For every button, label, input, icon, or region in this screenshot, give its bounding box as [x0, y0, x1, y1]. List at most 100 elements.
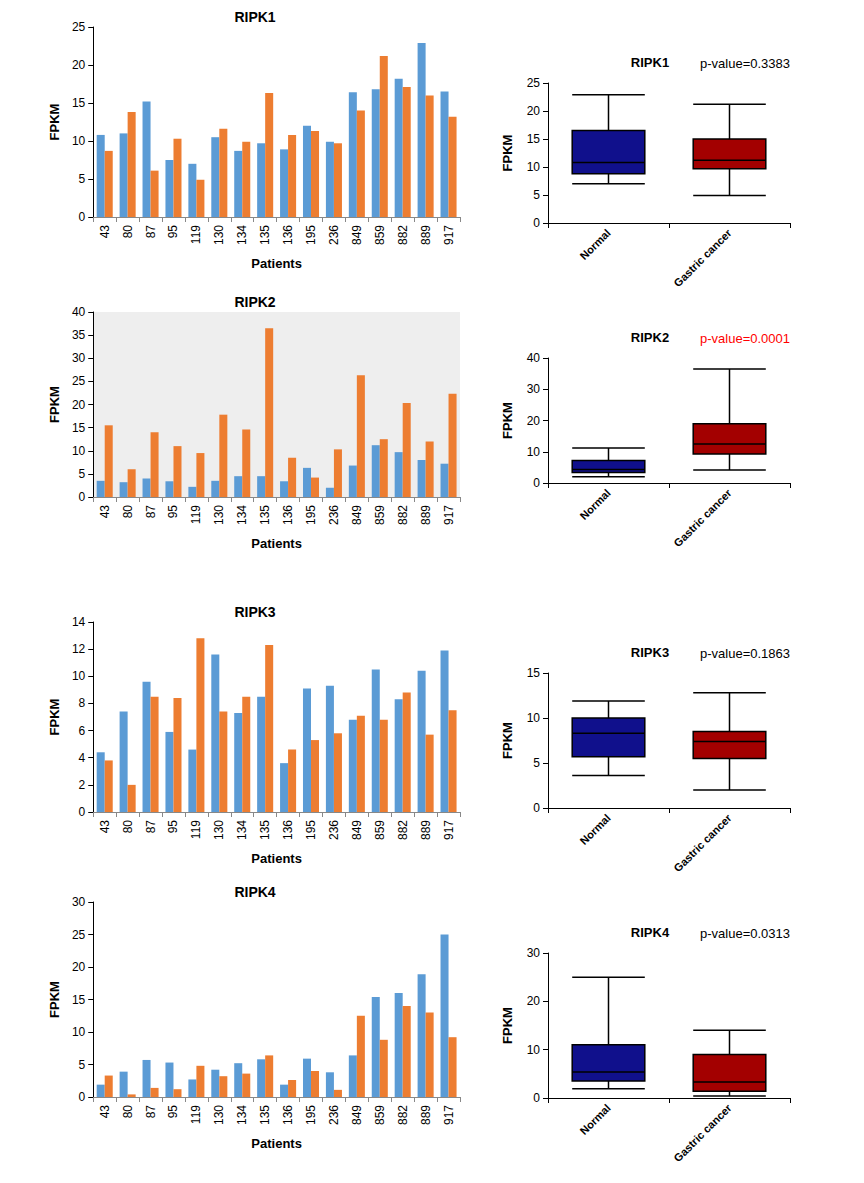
svg-text:136: 136: [281, 820, 295, 840]
svg-text:p-value=0.3383: p-value=0.3383: [700, 56, 790, 71]
svg-text:195: 195: [304, 820, 318, 840]
svg-text:95: 95: [166, 820, 180, 834]
svg-text:236: 236: [327, 505, 341, 525]
svg-text:FPKM: FPKM: [47, 386, 62, 423]
svg-text:RIPK4: RIPK4: [234, 884, 275, 900]
svg-text:20: 20: [527, 104, 541, 118]
svg-text:195: 195: [304, 505, 318, 525]
svg-text:Gastric cancer: Gastric cancer: [671, 486, 734, 549]
svg-text:Normal: Normal: [577, 812, 612, 847]
svg-text:Patients: Patients: [251, 1136, 302, 1151]
svg-text:Normal: Normal: [577, 487, 612, 522]
svg-text:20: 20: [72, 58, 86, 72]
svg-text:30: 30: [72, 351, 86, 365]
svg-text:FPKM: FPKM: [47, 104, 62, 141]
svg-text:0: 0: [533, 801, 540, 815]
svg-text:5: 5: [79, 467, 86, 481]
svg-text:87: 87: [144, 505, 158, 519]
svg-text:80: 80: [121, 820, 135, 834]
svg-text:119: 119: [189, 820, 203, 839]
svg-text:195: 195: [304, 1105, 318, 1125]
svg-text:20: 20: [527, 994, 541, 1008]
svg-text:849: 849: [350, 225, 364, 245]
svg-text:236: 236: [327, 820, 341, 840]
svg-text:882: 882: [396, 225, 410, 245]
svg-text:95: 95: [166, 225, 180, 239]
svg-text:917: 917: [442, 225, 456, 245]
svg-text:RIPK1: RIPK1: [234, 9, 275, 25]
svg-text:119: 119: [189, 225, 203, 244]
svg-text:10: 10: [527, 445, 541, 459]
svg-text:15: 15: [72, 96, 86, 110]
svg-text:FPKM: FPKM: [500, 402, 515, 439]
svg-text:134: 134: [235, 1105, 249, 1125]
svg-text:236: 236: [327, 225, 341, 245]
svg-text:FPKM: FPKM: [47, 699, 62, 736]
svg-text:43: 43: [98, 225, 112, 239]
svg-text:882: 882: [396, 505, 410, 525]
svg-text:130: 130: [212, 1105, 226, 1125]
svg-text:859: 859: [373, 505, 387, 525]
svg-text:40: 40: [527, 351, 541, 365]
svg-text:859: 859: [373, 225, 387, 245]
svg-text:135: 135: [258, 1105, 272, 1125]
svg-text:136: 136: [281, 1105, 295, 1125]
svg-text:889: 889: [419, 225, 433, 245]
svg-text:135: 135: [258, 505, 272, 525]
svg-text:5: 5: [79, 1058, 86, 1072]
svg-text:Normal: Normal: [577, 1102, 612, 1137]
svg-text:87: 87: [144, 820, 158, 834]
svg-text:Normal: Normal: [577, 227, 612, 262]
svg-text:2: 2: [79, 778, 86, 792]
svg-text:917: 917: [442, 1105, 456, 1125]
svg-text:RIPK3: RIPK3: [631, 645, 669, 660]
svg-text:FPKM: FPKM: [500, 722, 515, 759]
svg-text:10: 10: [527, 711, 541, 725]
svg-text:130: 130: [212, 505, 226, 525]
svg-text:135: 135: [258, 225, 272, 245]
svg-text:134: 134: [235, 225, 249, 245]
svg-text:FPKM: FPKM: [500, 135, 515, 172]
svg-text:10: 10: [72, 669, 86, 683]
svg-text:882: 882: [396, 1105, 410, 1125]
svg-text:4: 4: [79, 751, 86, 765]
svg-text:10: 10: [72, 444, 86, 458]
svg-text:889: 889: [419, 1105, 433, 1125]
svg-text:Gastric cancer: Gastric cancer: [671, 226, 734, 289]
svg-text:RIPK2: RIPK2: [234, 294, 275, 310]
svg-text:20: 20: [72, 960, 86, 974]
svg-text:95: 95: [166, 505, 180, 519]
svg-text:15: 15: [527, 132, 541, 146]
svg-text:0: 0: [533, 476, 540, 490]
svg-text:882: 882: [396, 820, 410, 840]
svg-text:25: 25: [72, 20, 86, 34]
svg-text:p-value=0.0001: p-value=0.0001: [700, 331, 790, 346]
svg-text:134: 134: [235, 505, 249, 525]
svg-text:25: 25: [72, 928, 86, 942]
svg-text:0: 0: [79, 1090, 86, 1104]
svg-text:43: 43: [98, 820, 112, 834]
svg-text:0: 0: [533, 1091, 540, 1105]
svg-text:80: 80: [121, 225, 135, 239]
svg-text:14: 14: [72, 615, 86, 629]
svg-text:30: 30: [527, 946, 541, 960]
svg-text:889: 889: [419, 820, 433, 840]
svg-text:p-value=0.0313: p-value=0.0313: [700, 926, 790, 941]
svg-text:30: 30: [72, 895, 86, 909]
svg-text:849: 849: [350, 820, 364, 840]
svg-text:917: 917: [442, 820, 456, 840]
svg-text:15: 15: [72, 421, 86, 435]
svg-text:20: 20: [72, 398, 86, 412]
svg-text:FPKM: FPKM: [500, 1007, 515, 1044]
svg-text:Patients: Patients: [251, 851, 302, 866]
svg-text:RIPK4: RIPK4: [631, 925, 670, 940]
svg-text:119: 119: [189, 505, 203, 524]
svg-text:p-value=0.1863: p-value=0.1863: [700, 646, 790, 661]
svg-text:43: 43: [98, 505, 112, 519]
svg-text:859: 859: [373, 1105, 387, 1125]
svg-text:Patients: Patients: [251, 536, 302, 551]
svg-text:35: 35: [72, 328, 86, 342]
svg-text:15: 15: [527, 666, 541, 680]
svg-text:136: 136: [281, 225, 295, 245]
svg-text:236: 236: [327, 1105, 341, 1125]
